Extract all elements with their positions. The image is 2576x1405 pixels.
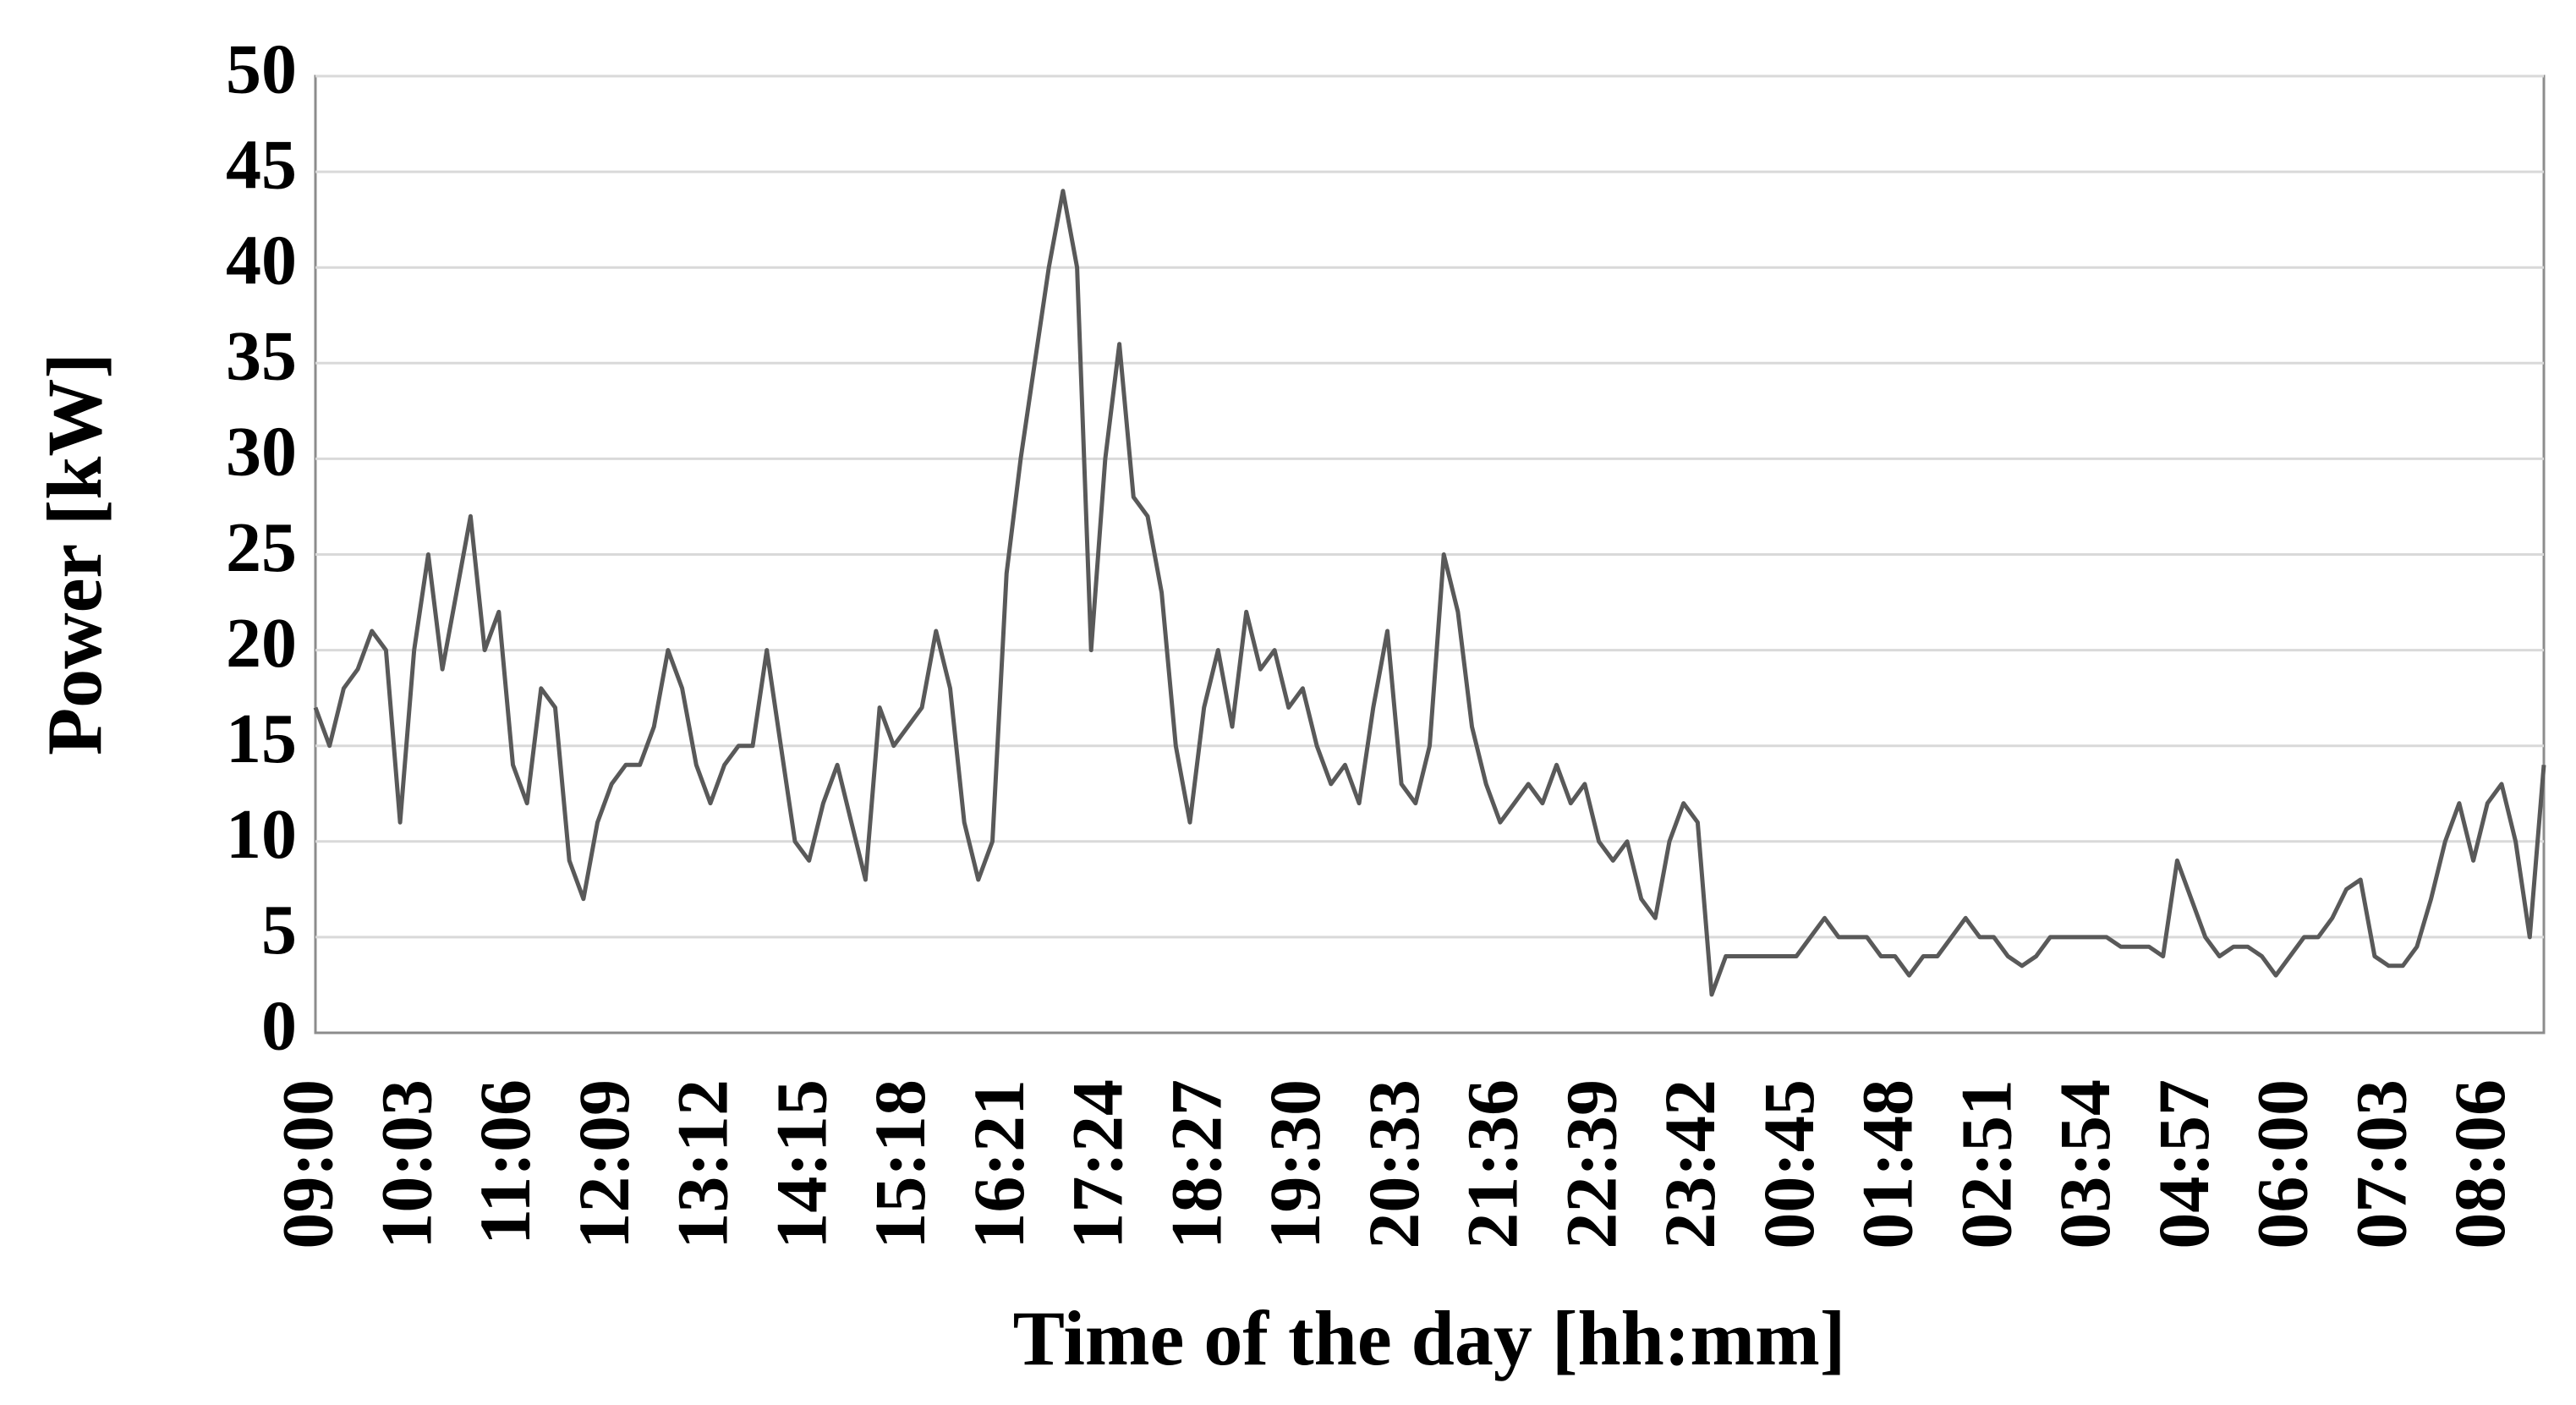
x-tick-label: 02:51 bbox=[1945, 1079, 2026, 1249]
x-tick-label: 04:57 bbox=[2143, 1079, 2224, 1249]
x-tick-label: 09:00 bbox=[267, 1079, 348, 1249]
x-tick-label: 16:21 bbox=[958, 1079, 1039, 1249]
x-tick-label: 18:27 bbox=[1155, 1079, 1236, 1249]
x-tick-label: 19:30 bbox=[1254, 1079, 1335, 1249]
y-tick-label: 45 bbox=[226, 125, 297, 204]
y-tick-label: 5 bbox=[261, 891, 297, 969]
y-tick-label: 15 bbox=[226, 700, 297, 778]
x-tick-label: 03:54 bbox=[2044, 1079, 2125, 1249]
x-tick-label: 01:48 bbox=[1847, 1079, 1928, 1249]
x-tick-label: 13:12 bbox=[662, 1079, 743, 1249]
data-line bbox=[313, 189, 2546, 997]
x-axis-title: Time of the day [hh:mm] bbox=[1013, 1295, 1846, 1381]
x-tick-label: 10:03 bbox=[365, 1079, 447, 1249]
x-tick-label: 11:06 bbox=[464, 1079, 545, 1245]
x-tick-label: 14:15 bbox=[760, 1079, 841, 1249]
y-tick-label: 25 bbox=[226, 508, 297, 587]
y-tick-label: 20 bbox=[226, 604, 297, 683]
x-tick-label: 23:42 bbox=[1649, 1079, 1730, 1249]
x-tick-label: 17:24 bbox=[1057, 1079, 1138, 1249]
x-tick-label: 07:03 bbox=[2340, 1079, 2421, 1249]
x-tick-label: 00:45 bbox=[1748, 1079, 1829, 1249]
x-tick-label: 21:36 bbox=[1452, 1079, 1533, 1249]
x-tick-label: 12:09 bbox=[563, 1079, 644, 1249]
y-tick-label: 35 bbox=[226, 317, 297, 396]
y-tick-label: 10 bbox=[226, 795, 297, 874]
x-tick-label: 08:06 bbox=[2439, 1079, 2520, 1249]
x-tick-label: 15:18 bbox=[859, 1079, 940, 1249]
y-tick-label: 50 bbox=[226, 30, 297, 108]
y-axis-title: Power [kW] bbox=[31, 353, 118, 755]
x-tick-label: 20:33 bbox=[1353, 1079, 1434, 1249]
y-tick-label: 40 bbox=[226, 221, 297, 299]
x-tick-label: 22:39 bbox=[1550, 1079, 1631, 1249]
y-tick-label: 30 bbox=[226, 413, 297, 491]
x-tick-label: 06:00 bbox=[2242, 1079, 2323, 1249]
y-tick-label: 0 bbox=[261, 986, 297, 1065]
